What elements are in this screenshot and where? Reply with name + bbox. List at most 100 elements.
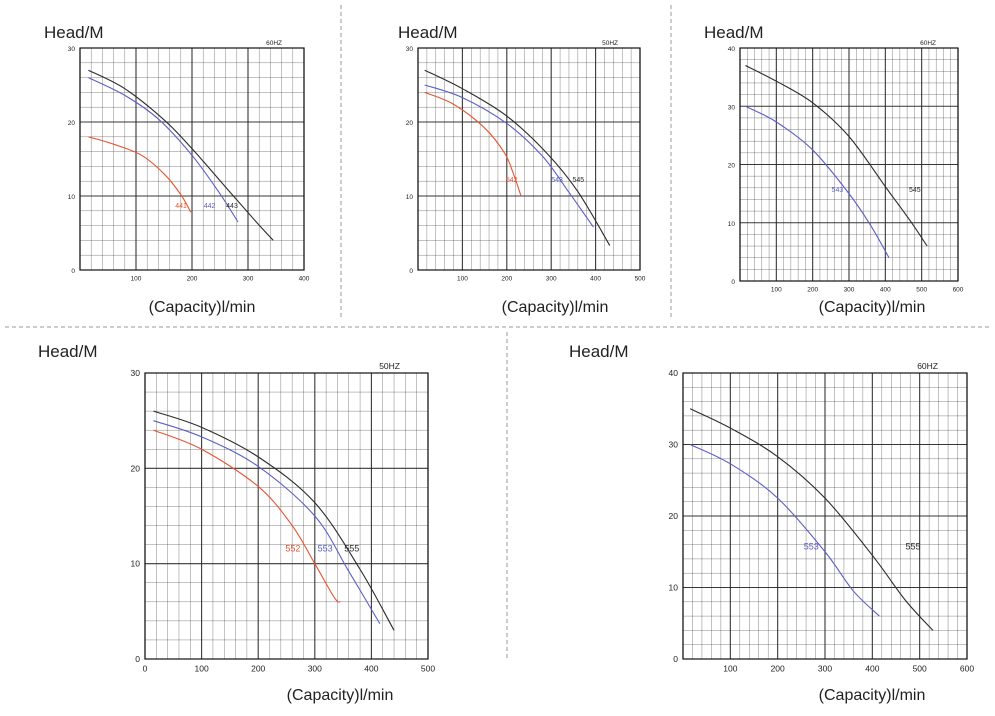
x-tick-label: 400 [880, 287, 891, 294]
y-tick-label: 30 [669, 440, 679, 450]
series-label-555: 555 [344, 543, 359, 553]
series-line-555 [153, 410, 395, 631]
x-tick-label: 100 [195, 664, 209, 674]
series-line-552 [153, 429, 341, 603]
chart-grid [144, 372, 429, 660]
y-axis-label: Head/M [704, 23, 764, 42]
series-555: 555 [689, 408, 934, 631]
y-tick-label: 30 [728, 104, 736, 111]
x-tick-label: 0 [143, 664, 148, 674]
chart-5: 0 10 20 30 40 100 200 300 400 500 600 Head/M 60HZ (Ca… [569, 342, 974, 704]
x-tick-label: 300 [844, 287, 855, 294]
series-542: 542 [424, 91, 522, 197]
y-tick-label: 10 [728, 221, 736, 228]
series-line-542 [424, 91, 522, 197]
series-label-552: 552 [285, 543, 300, 553]
chart-2: 0 10 20 30 100 200 300 400 500 Head/M 50HZ (Capacit… [398, 23, 646, 316]
x-tick-label: 200 [187, 276, 198, 283]
y-tick-label: 20 [669, 511, 679, 521]
y-tick-label: 30 [68, 46, 76, 53]
plot-frame [682, 372, 968, 660]
y-tick-label: 0 [135, 654, 140, 664]
series-label-545: 545 [909, 187, 921, 194]
frequency-label: 50HZ [379, 361, 400, 371]
x-axis-label: (Capacity)l/min [287, 687, 394, 704]
series-line-553 [689, 444, 880, 617]
x-tick-label: 300 [818, 664, 832, 674]
chart-grid [682, 372, 968, 660]
x-tick-label: 200 [501, 276, 512, 283]
series-555: 555 [153, 410, 395, 631]
series-line-443 [88, 69, 274, 241]
series-line-543 [745, 105, 890, 258]
series-label-443: 443 [226, 203, 238, 210]
y-tick-label: 10 [68, 194, 76, 201]
series-line-441 [88, 136, 192, 213]
x-tick-label: 500 [913, 664, 927, 674]
y-tick-label: 0 [731, 279, 735, 286]
series-543: 543 [424, 84, 594, 228]
x-tick-label: 200 [807, 287, 818, 294]
frequency-label: 60HZ [920, 40, 936, 47]
y-tick-label: 40 [669, 368, 679, 378]
series-545: 545 [424, 69, 611, 246]
series-line-555 [689, 408, 934, 631]
y-axis-label: Head/M [569, 342, 629, 361]
x-axis-label: (Capacity)l/min [819, 299, 926, 316]
y-axis-label: Head/M [44, 23, 104, 42]
series-553: 553 [153, 420, 381, 625]
series-543: 543 [745, 105, 890, 258]
y-tick-label: 0 [673, 654, 678, 664]
x-tick-label: 200 [771, 664, 785, 674]
frequency-label: 60HZ [917, 361, 938, 371]
frequency-label: 60HZ [266, 40, 282, 47]
y-tick-label: 10 [406, 194, 414, 201]
series-label-442: 442 [204, 203, 216, 210]
y-tick-label: 20 [131, 463, 141, 473]
y-tick-label: 0 [71, 268, 75, 275]
series-line-553 [153, 420, 381, 625]
x-tick-label: 500 [916, 287, 927, 294]
frequency-label: 50HZ [602, 40, 618, 47]
y-tick-label: 20 [68, 120, 76, 127]
x-axis-label: (Capacity)l/min [819, 687, 926, 704]
x-tick-label: 100 [131, 276, 142, 283]
plot-frame [79, 47, 305, 271]
x-tick-label: 300 [243, 276, 254, 283]
x-tick-label: 500 [421, 664, 435, 674]
series-line-442 [88, 77, 239, 223]
x-axis-label: (Capacity)l/min [502, 299, 609, 316]
plot-frame [739, 47, 959, 282]
panel-dividers [5, 5, 990, 660]
chart-grid [739, 47, 959, 282]
series-label-441: 441 [175, 203, 187, 210]
x-tick-label: 500 [635, 276, 646, 283]
series-545: 545 [745, 64, 928, 247]
y-tick-label: 20 [728, 163, 736, 170]
y-tick-label: 0 [409, 268, 413, 275]
y-tick-label: 30 [406, 46, 414, 53]
x-tick-label: 300 [308, 664, 322, 674]
chart-3: 0 10 20 30 40 100 200 300 400 500 600 Head/M 60HZ (Ca… [704, 23, 964, 316]
y-tick-label: 30 [131, 368, 141, 378]
x-tick-label: 100 [457, 276, 468, 283]
x-tick-label: 600 [960, 664, 974, 674]
x-tick-label: 300 [546, 276, 557, 283]
chart-1: 0 10 20 30 100 200 300 400 Head/M 60HZ (Capacity)l… [44, 23, 310, 316]
x-tick-label: 200 [251, 664, 265, 674]
x-tick-label: 400 [590, 276, 601, 283]
x-tick-label: 400 [364, 664, 378, 674]
y-axis-label: Head/M [38, 342, 98, 361]
series-label-542: 542 [506, 177, 518, 184]
x-tick-label: 400 [299, 276, 310, 283]
plot-frame [144, 372, 429, 660]
y-axis-label: Head/M [398, 23, 458, 42]
x-tick-label: 600 [953, 287, 964, 294]
x-tick-label: 100 [771, 287, 782, 294]
plot-frame [417, 47, 641, 271]
y-tick-label: 20 [406, 120, 414, 127]
series-553: 553 [689, 444, 880, 617]
series-label-543: 543 [551, 177, 563, 184]
series-label-555: 555 [905, 542, 920, 552]
